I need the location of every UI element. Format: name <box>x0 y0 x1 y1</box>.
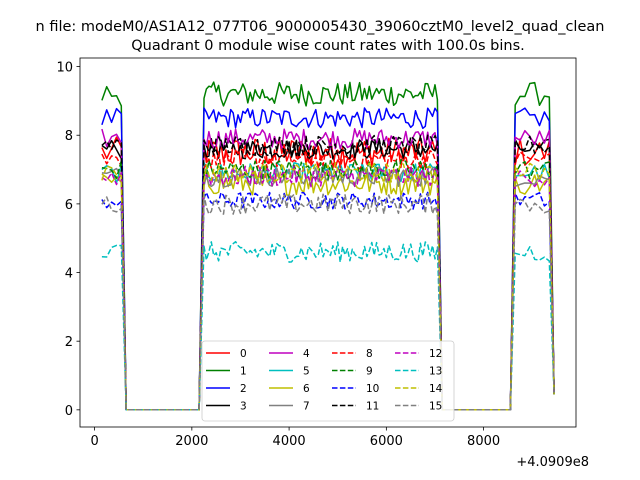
series-lines <box>101 81 555 411</box>
legend-label-8: 8 <box>366 348 373 360</box>
legend-label-15: 15 <box>429 401 442 413</box>
y-tick-label: 8 <box>65 129 73 144</box>
x-offset-label: +4.0909e8 <box>516 455 589 470</box>
x-tick-label: 6000 <box>370 434 403 449</box>
series-line-8 <box>101 148 555 411</box>
legend-label-9: 9 <box>366 366 373 378</box>
y-tick-label: 2 <box>65 335 73 350</box>
axes-frame <box>79 57 577 428</box>
legend-label-3: 3 <box>240 401 247 413</box>
plot-area: 0 2000 4000 6000 80000246810+4.0909e80123456… <box>56 57 589 470</box>
series-line-14 <box>101 162 555 411</box>
x-tick-label: 8000 <box>467 434 500 449</box>
legend-label-4: 4 <box>303 348 310 360</box>
y-tick-label: 4 <box>65 267 73 282</box>
series-line-1 <box>101 81 555 411</box>
x-tick-label: 2000 <box>175 434 208 449</box>
series-line-15 <box>101 193 555 411</box>
legend-label-10: 10 <box>366 383 379 395</box>
legend-label-6: 6 <box>303 383 310 395</box>
legend-label-5: 5 <box>303 366 310 378</box>
series-line-10 <box>101 191 555 411</box>
legend-label-1: 1 <box>240 366 247 378</box>
y-tick-label: 0 <box>65 404 73 419</box>
chart-suptitle: n file: modeM0/AS1A12_077T06_9000005430_… <box>36 19 605 35</box>
series-line-11 <box>101 134 555 411</box>
legend-label-13: 13 <box>429 366 442 378</box>
legend-label-12: 12 <box>429 348 442 360</box>
legend-label-0: 0 <box>240 348 247 360</box>
x-tick-label: 0 <box>90 434 98 449</box>
chart-title: Quadrant 0 module wise count rates with … <box>131 38 525 54</box>
x-tick-label: 4000 <box>273 434 306 449</box>
series-line-13 <box>101 240 555 411</box>
legend-label-2: 2 <box>240 383 247 395</box>
legend-label-14: 14 <box>429 383 443 395</box>
legend-label-11: 11 <box>366 401 379 413</box>
y-tick-label: 6 <box>65 198 73 213</box>
legend-label-7: 7 <box>303 401 310 413</box>
legend-box <box>201 340 455 422</box>
series-line-2 <box>101 107 555 411</box>
series-line-12 <box>101 165 555 411</box>
y-tick-label: 10 <box>56 61 73 76</box>
